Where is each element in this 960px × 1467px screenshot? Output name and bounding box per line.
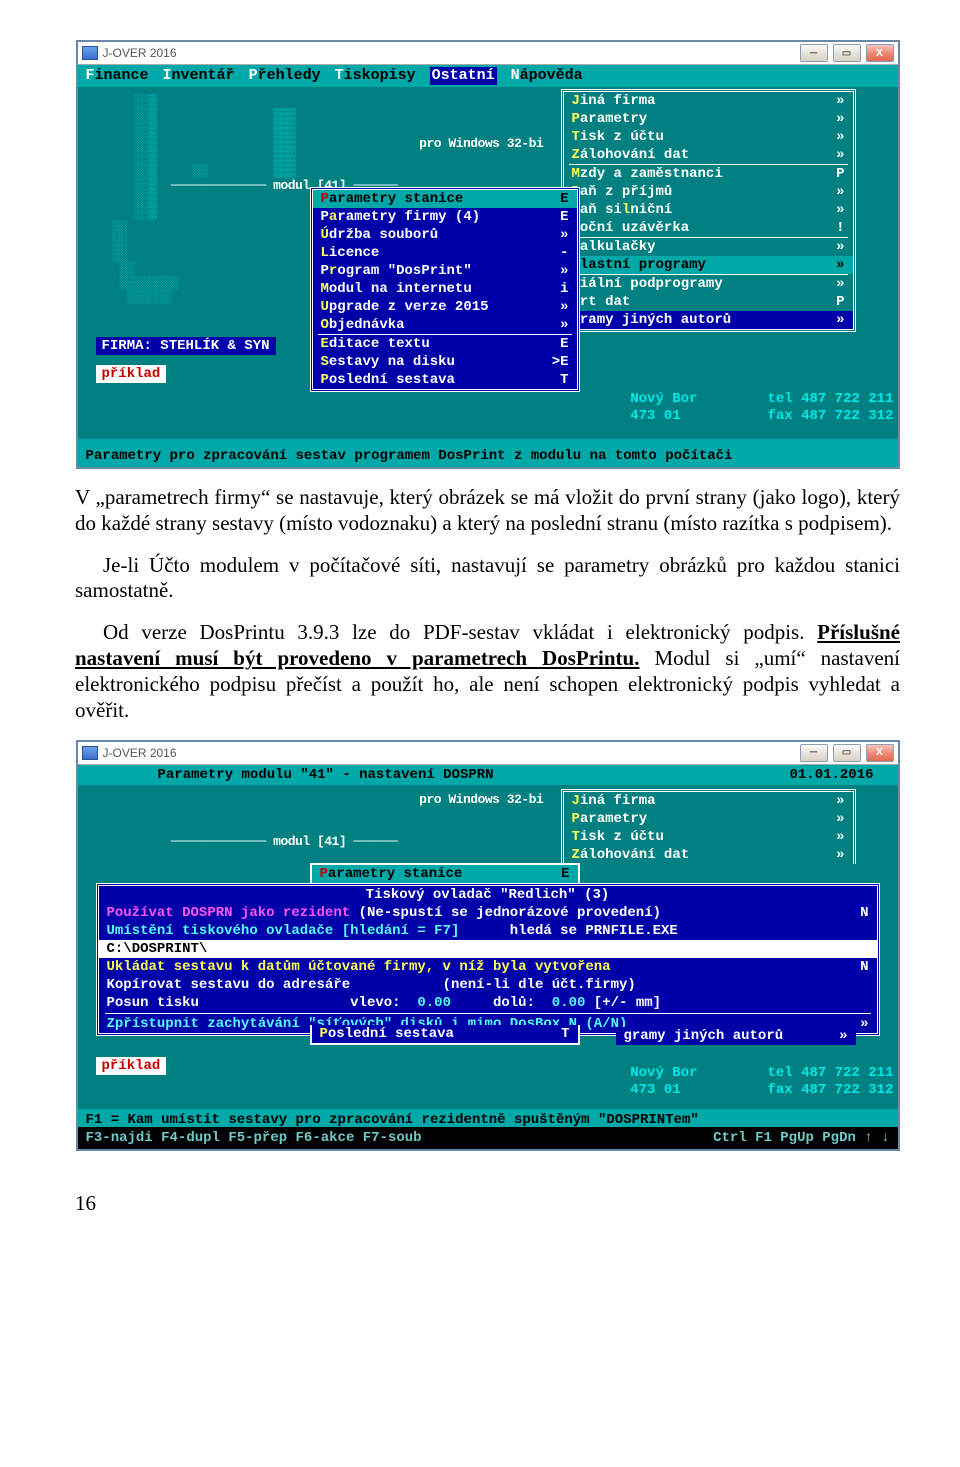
menu-item[interactable]: Program "DosPrint"» — [313, 262, 577, 280]
menu-item[interactable]: ort datP — [564, 293, 853, 311]
parametry-stanice-box: Parametry staniceE — [310, 863, 580, 883]
menu-item[interactable]: Tisk z účtu» — [564, 128, 853, 146]
body-paragraph-1: V „parametrech firmy“ se nastavuje, kter… — [75, 485, 900, 537]
menu-item[interactable]: Editace textuE — [313, 335, 577, 353]
footer-address: Nový Bor473 01 tel 487 722 211fax 487 72… — [630, 391, 893, 425]
param-line[interactable]: Umístění tiskového ovladače [hledání = F… — [99, 922, 877, 940]
menu-item[interactable]: Tiskopisy — [335, 67, 416, 85]
posledni-box: Poslední sestavaT — [310, 1025, 580, 1045]
gramy-box: gramy jiných autorů» — [616, 1027, 856, 1045]
menu-item[interactable]: Daň z příjmů» — [564, 183, 853, 201]
titlebar-2: J-OVER 2016 ─ ▭ X — [78, 742, 898, 765]
maximize-button[interactable]: ▭ — [833, 744, 861, 762]
app-icon — [82, 746, 98, 760]
menu-item[interactable]: Daň silniční» — [564, 201, 853, 219]
ostatni-dropdown: Jiná firma»Parametry»Tisk z účtu»Zálohov… — [561, 89, 856, 332]
param-line[interactable]: Ukládat sestavu k datům účtované firmy, … — [99, 958, 877, 976]
param-line[interactable]: Používat DOSPRN jako rezident (Ne-spustí… — [99, 904, 877, 922]
firma-label: FIRMA: STEHLÍK & SYN — [96, 337, 276, 355]
screenshot-window-2: J-OVER 2016 ─ ▭ X Parametry modulu "41" … — [76, 740, 900, 1151]
minimize-button[interactable]: ─ — [800, 44, 828, 62]
body-paragraph-2: Je-li Účto modulem v počítačové síti, na… — [75, 553, 900, 605]
menu-item[interactable]: ciální podprogramy» — [564, 275, 853, 293]
menu-item[interactable]: Zálohování dat» — [564, 846, 853, 864]
menu-item[interactable]: Přehledy — [249, 67, 321, 85]
menu-item[interactable]: Poslední sestavaT — [313, 371, 577, 389]
parametry-dropdown: Parametry staniceEParametry firmy (4)EÚd… — [310, 187, 580, 392]
menu-item[interactable]: Parametry» — [564, 810, 853, 828]
menu-item[interactable]: Modul na internetui — [313, 280, 577, 298]
menu-item[interactable]: Zálohování dat» — [564, 146, 853, 164]
help-bar: F1 = Kam umístit sestavy pro zpracování … — [78, 1109, 898, 1129]
menu-item[interactable]: Parametry» — [564, 110, 853, 128]
menu-item[interactable]: Jiná firma» — [564, 92, 853, 110]
menu-item[interactable]: Objednávka» — [313, 316, 577, 334]
app-icon — [82, 46, 98, 60]
menu-item[interactable]: Tisk z účtu» — [564, 828, 853, 846]
menu-item[interactable]: Finance — [86, 67, 149, 85]
menu-item[interactable]: Kalkulačky» — [564, 238, 853, 256]
param-line[interactable]: Kopírovat sestavu do adresáře (není-li d… — [99, 976, 877, 994]
ascii-art-2: pro Windows 32-bi ───────────── modul [4… — [113, 793, 544, 849]
footer-address-2: Nový Bor473 01 tel 487 722 211fax 487 72… — [630, 1065, 893, 1099]
priklad-label-2: příklad — [96, 1057, 167, 1075]
menu-item[interactable]: Inventář — [163, 67, 235, 85]
parametry-stanice-item[interactable]: Parametry staniceE — [312, 865, 578, 883]
minimize-button[interactable]: ─ — [800, 744, 828, 762]
menu-item[interactable]: Upgrade z verze 2015» — [313, 298, 577, 316]
maximize-button[interactable]: ▭ — [833, 44, 861, 62]
menu-item[interactable]: Nápověda — [511, 67, 583, 85]
fkey-bar: F3-najdi F4-dupl F5-přep F6-akce F7-soub… — [78, 1127, 898, 1149]
window-title: J-OVER 2016 — [103, 746, 795, 760]
screenshot-window-1: J-OVER 2016 ─ ▭ X Finance Inventář Přehled… — [76, 40, 900, 469]
menu-item[interactable]: gramy jiných autorů» — [564, 311, 853, 329]
param-line[interactable]: Posun tisku vlevo: 0.00 dolů: 0.00 [+/- … — [99, 994, 877, 1012]
dialog-title-bar: Parametry modulu "41" - nastavení DOSPRN… — [78, 765, 898, 785]
posledni-sestava-item[interactable]: Poslední sestavaT — [312, 1025, 578, 1043]
body-paragraph-3: Od verze DosPrintu 3.9.3 lze do PDF-sest… — [75, 620, 900, 723]
menu-item[interactable]: Parametry staniceE — [313, 190, 577, 208]
menu-item[interactable]: Údržba souborů» — [313, 226, 577, 244]
close-button[interactable]: X — [866, 44, 894, 62]
menu-item[interactable]: Sestavy na disku>E — [313, 353, 577, 371]
menu-item[interactable]: Ostatní — [430, 67, 497, 85]
status-bar: Parametry pro zpracování sestav programe… — [78, 439, 898, 467]
menu-item[interactable]: Licence- — [313, 244, 577, 262]
right-menu-partial: Jiná firma»Parametry»Tisk z účtu»Zálohov… — [561, 789, 856, 864]
close-button[interactable]: X — [866, 744, 894, 762]
page-number: 16 — [75, 1191, 900, 1216]
menu-item[interactable]: Parametry firmy (4)E — [313, 208, 577, 226]
menu-item[interactable]: Jiná firma» — [564, 792, 853, 810]
path-field[interactable]: C:\DOSPRINT\ — [99, 940, 877, 958]
menu-item[interactable]: Mzdy a zaměstnanciP — [564, 165, 853, 183]
dialog-subtitle: Tiskový ovladač "Redlich" (3) — [99, 886, 877, 904]
priklad-label: příklad — [96, 365, 167, 383]
menu-item[interactable]: Roční uzávěrka! — [564, 219, 853, 237]
menu-item[interactable]: Vlastní programy» — [564, 256, 853, 274]
window-title: J-OVER 2016 — [103, 46, 795, 60]
main-menu-bar: Finance Inventář Přehledy Tiskopisy Ostatní N… — [78, 65, 898, 87]
titlebar-1: J-OVER 2016 ─ ▭ X — [78, 42, 898, 65]
dosprn-params-dialog: Tiskový ovladač "Redlich" (3) Používat D… — [96, 883, 880, 1036]
